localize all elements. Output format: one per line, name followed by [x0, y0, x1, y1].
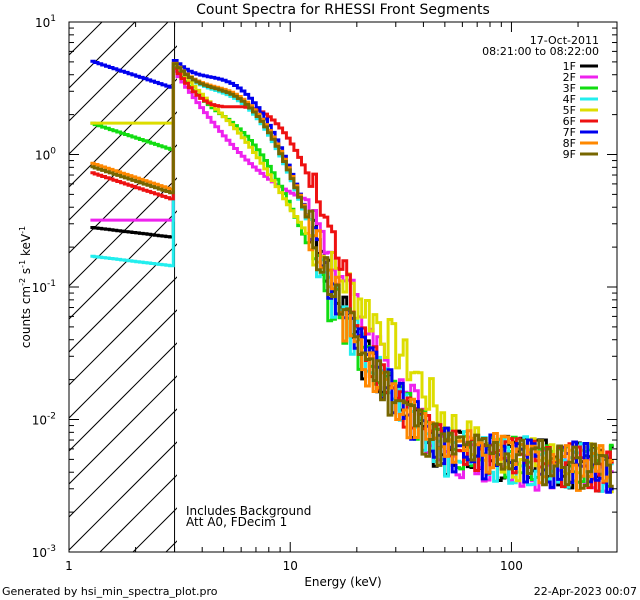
hatch-line: [69, 45, 177, 155]
y-tick-label: 10-2: [32, 412, 56, 428]
y-tick-label: 10-1: [32, 279, 56, 295]
footer-timestamp: 22-Apr-2023 00:07: [534, 585, 637, 598]
hatch-line: [69, 441, 177, 551]
legend-label-9F: 9F: [563, 148, 576, 161]
legend-label-5F: 5F: [563, 104, 576, 117]
series-line-9F: [90, 62, 614, 490]
x-axis-ticks: 1 10 100: [65, 22, 618, 573]
y-tick-label: 10-3: [32, 544, 56, 560]
legend-label-1F: 1F: [563, 60, 576, 73]
y-axis-label: counts cm-2 s-1 keV-1: [18, 226, 33, 348]
chart-title: Count Spectra for RHESSI Front Segments: [196, 2, 490, 18]
note-background: Includes Background: [186, 504, 311, 518]
series-line-5F: [90, 62, 614, 494]
legend-label-6F: 6F: [563, 115, 576, 128]
series-line-7F: [90, 59, 614, 494]
hatch-line: [69, 408, 177, 518]
y-tick-label: 100: [35, 147, 56, 163]
footer-generator: Generated by hsi_min_spectra_plot.pro: [2, 585, 218, 598]
legend-label-2F: 2F: [563, 71, 576, 84]
legend-label-4F: 4F: [563, 93, 576, 106]
series-line-3F: [90, 65, 614, 488]
hatch-line: [69, 243, 177, 353]
series-line-2F: [90, 69, 614, 493]
series-line-8F: [90, 61, 614, 492]
hatch-line: [69, 375, 177, 485]
series-line-4F: [90, 62, 614, 493]
hatch-line: [69, 276, 177, 386]
x-tick-label: 100: [500, 559, 523, 573]
date-label: 17-Oct-2011: [530, 34, 599, 47]
legend-label-8F: 8F: [563, 137, 576, 150]
legend-label-3F: 3F: [563, 82, 576, 95]
y-axis-ticks: 101 100 10-1 10-2 10-3: [32, 14, 617, 560]
series-line-1F: [90, 62, 614, 490]
legend-label-7F: 7F: [563, 126, 576, 139]
y-tick-label: 101: [35, 14, 56, 30]
series-layer: [90, 59, 614, 494]
hatched-region: [69, 22, 177, 552]
time-range-label: 08:21:00 to 08:22:00: [482, 45, 599, 58]
hatch-line: [69, 78, 177, 188]
hatch-line: [69, 210, 177, 320]
note-attenuator: Att A0, FDecim 1: [186, 515, 287, 529]
x-axis-label: Energy (keV): [304, 575, 381, 589]
hatch-line: [69, 22, 169, 122]
x-tick-label: 1: [65, 559, 73, 573]
x-tick-label: 10: [283, 559, 298, 573]
